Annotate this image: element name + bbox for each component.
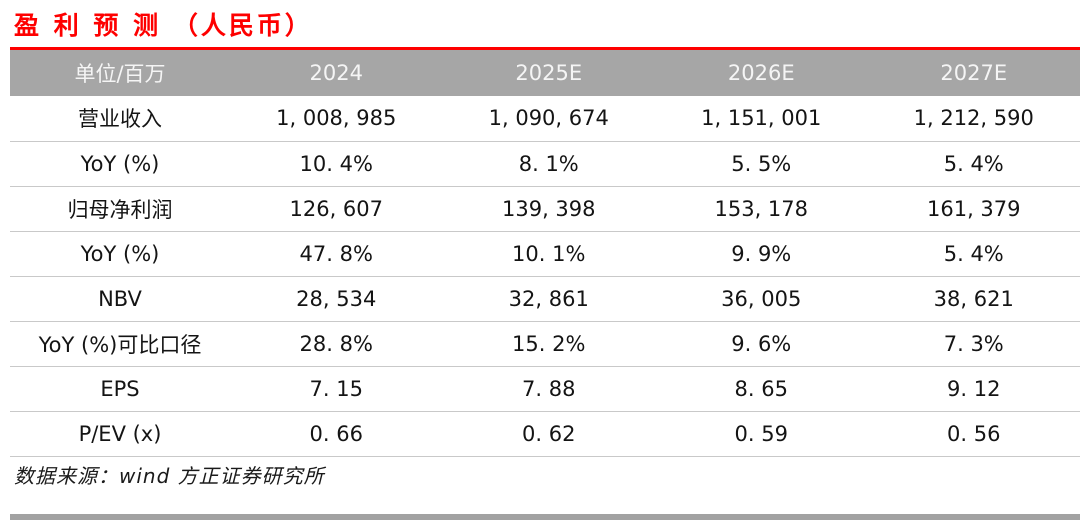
data-cell: 1, 151, 001 xyxy=(655,96,868,142)
table-row-revenue: 营业收入 1, 008, 985 1, 090, 674 1, 151, 001… xyxy=(10,96,1080,142)
row-label: 归母净利润 xyxy=(10,186,230,232)
data-cell: 7. 15 xyxy=(230,366,443,412)
data-cell: 7. 3% xyxy=(867,321,1080,367)
table-row-net-profit: 归母净利润 126, 607 139, 398 153, 178 161, 37… xyxy=(10,186,1080,232)
row-label: YoY (%) xyxy=(10,231,230,277)
data-cell: 28, 534 xyxy=(230,276,443,322)
data-cell: 47. 8% xyxy=(230,231,443,277)
table-row-nbv: NBV 28, 534 32, 861 36, 005 38, 621 xyxy=(10,276,1080,322)
table-row-eps: EPS 7. 15 7. 88 8. 65 9. 12 xyxy=(10,366,1080,412)
row-label: NBV xyxy=(10,276,230,322)
row-label: 营业收入 xyxy=(10,96,230,142)
column-header-2026e: 2026E xyxy=(655,50,868,96)
data-cell: 161, 379 xyxy=(867,186,1080,232)
data-cell: 1, 090, 674 xyxy=(442,96,655,142)
data-cell: 28. 8% xyxy=(230,321,443,367)
data-cell: 9. 12 xyxy=(867,366,1080,412)
data-cell: 153, 178 xyxy=(655,186,868,232)
data-cell: 1, 008, 985 xyxy=(230,96,443,142)
data-cell: 0. 66 xyxy=(230,411,443,457)
data-cell: 0. 59 xyxy=(655,411,868,457)
row-label: YoY (%) xyxy=(10,141,230,187)
row-label: P/EV (x) xyxy=(10,411,230,457)
bottom-rule xyxy=(10,514,1080,520)
row-label: EPS xyxy=(10,366,230,412)
data-cell: 139, 398 xyxy=(442,186,655,232)
data-cell: 5. 4% xyxy=(867,231,1080,277)
data-cell: 38, 621 xyxy=(867,276,1080,322)
data-cell: 8. 65 xyxy=(655,366,868,412)
table-row-nbv-yoy-comparable: YoY (%)可比口径 28. 8% 15. 2% 9. 6% 7. 3% xyxy=(10,321,1080,367)
unit-header-cell: 单位/百万 xyxy=(10,50,230,96)
data-cell: 8. 1% xyxy=(442,141,655,187)
page-title: 盈 利 预 测 （人民币） xyxy=(14,11,313,40)
data-source-note: 数据来源：wind 方正证券研究所 xyxy=(14,464,325,488)
title-underline xyxy=(10,47,1080,50)
data-cell: 9. 6% xyxy=(655,321,868,367)
column-header-2025e: 2025E xyxy=(442,50,655,96)
data-cell: 0. 56 xyxy=(867,411,1080,457)
profit-forecast-table: 单位/百万 2024 2025E 2026E 2027E 营业收入 1, 008… xyxy=(10,50,1080,457)
data-cell: 0. 62 xyxy=(442,411,655,457)
data-cell: 5. 5% xyxy=(655,141,868,187)
column-header-2027e: 2027E xyxy=(867,50,1080,96)
table-row-revenue-yoy: YoY (%) 10. 4% 8. 1% 5. 5% 5. 4% xyxy=(10,141,1080,187)
data-cell: 10. 1% xyxy=(442,231,655,277)
data-cell: 5. 4% xyxy=(867,141,1080,187)
data-cell: 10. 4% xyxy=(230,141,443,187)
data-cell: 126, 607 xyxy=(230,186,443,232)
data-cell: 1, 212, 590 xyxy=(867,96,1080,142)
table-row-net-profit-yoy: YoY (%) 47. 8% 10. 1% 9. 9% 5. 4% xyxy=(10,231,1080,277)
data-cell: 36, 005 xyxy=(655,276,868,322)
column-header-2024: 2024 xyxy=(230,50,443,96)
data-cell: 9. 9% xyxy=(655,231,868,277)
data-cell: 15. 2% xyxy=(442,321,655,367)
data-cell: 32, 861 xyxy=(442,276,655,322)
table-row-pev: P/EV (x) 0. 66 0. 62 0. 59 0. 56 xyxy=(10,411,1080,457)
data-cell: 7. 88 xyxy=(442,366,655,412)
row-label: YoY (%)可比口径 xyxy=(10,321,230,367)
table-header-row: 单位/百万 2024 2025E 2026E 2027E xyxy=(10,50,1080,96)
